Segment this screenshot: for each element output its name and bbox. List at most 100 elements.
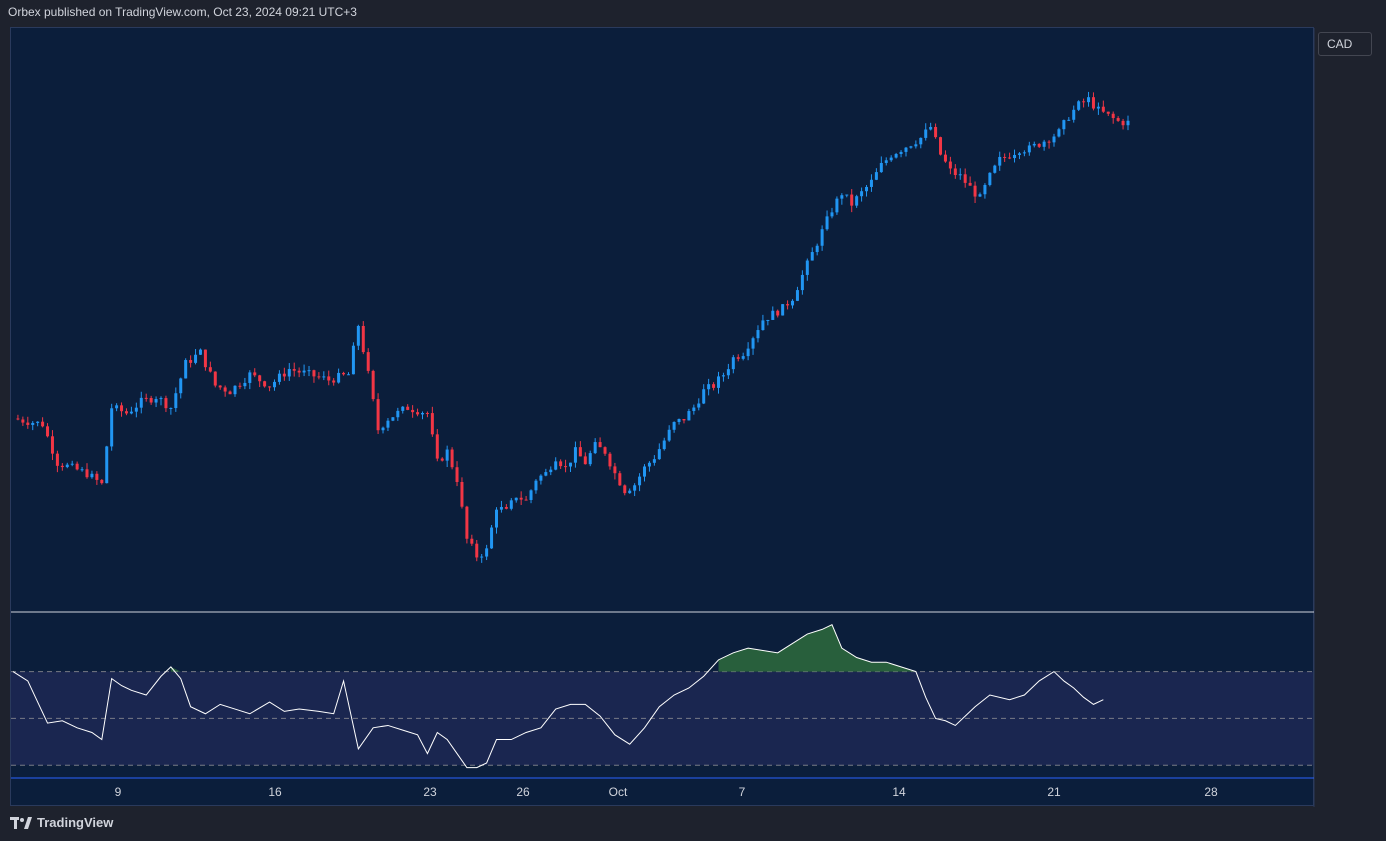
candle-body [633, 485, 637, 491]
candle [1116, 116, 1120, 122]
candle [534, 479, 538, 494]
tradingview-logo-icon [10, 816, 32, 829]
candle-body [978, 194, 982, 197]
candle [672, 421, 676, 433]
candle-body [41, 421, 45, 427]
candle-body [1116, 118, 1120, 121]
candle-body [1087, 97, 1091, 103]
currency-selector-button[interactable]: CAD [1318, 32, 1372, 56]
candle-body [514, 497, 518, 501]
candle-body [1091, 97, 1095, 109]
candle [721, 372, 725, 382]
time-axis-tick-label: 21 [1047, 785, 1061, 799]
candle-body [440, 458, 444, 461]
candle-body [884, 160, 888, 163]
candle [194, 349, 198, 365]
candle-body [80, 469, 84, 471]
candle-body [529, 490, 533, 500]
candle-body [914, 144, 918, 147]
candle [475, 540, 479, 562]
candle [312, 369, 316, 383]
candle [115, 403, 119, 412]
candle-body [332, 380, 336, 383]
candle [450, 447, 454, 470]
candle-body [499, 507, 503, 510]
candle [638, 473, 642, 492]
candle [1052, 133, 1056, 147]
candle-body [248, 372, 252, 383]
candle-body [277, 373, 281, 382]
candle [820, 225, 824, 251]
candle [149, 395, 153, 405]
candle [628, 488, 632, 494]
candle [583, 452, 587, 465]
candle-body [544, 472, 548, 476]
candle [134, 402, 138, 418]
candle [406, 404, 410, 411]
candle-body [845, 194, 849, 196]
tradingview-logo[interactable]: TradingView [10, 815, 113, 830]
chart-area[interactable]: 1.340001.345001.350001.355001.360001.365… [10, 27, 1315, 807]
candle-body [889, 157, 893, 161]
time-axis-tick-label: Oct [609, 785, 628, 799]
time-axis-tick-label: 23 [423, 785, 437, 799]
candle [198, 348, 202, 356]
candle-body [411, 409, 415, 413]
candle [726, 363, 730, 380]
candle-body [909, 146, 913, 148]
candle [233, 385, 237, 397]
candle [223, 385, 227, 397]
candle-body [647, 462, 651, 467]
candle [490, 524, 494, 549]
candle-body [1106, 111, 1110, 114]
candle [608, 452, 612, 470]
candle [929, 122, 933, 131]
candle-body [825, 216, 829, 230]
candle-body [65, 464, 69, 468]
candle-body [524, 499, 528, 501]
candle [1037, 143, 1041, 148]
candle [835, 196, 839, 215]
candle [396, 407, 400, 421]
candle [105, 445, 109, 484]
candle [470, 534, 474, 546]
candle-body [667, 429, 671, 441]
candle-body [583, 456, 587, 465]
candle [179, 377, 183, 399]
candle-body [228, 391, 232, 395]
candle [825, 210, 829, 231]
candle [1067, 117, 1071, 121]
candle [766, 319, 770, 326]
candle-body [707, 384, 711, 390]
candle [164, 395, 168, 413]
candle-body [943, 154, 947, 162]
candle-body [70, 463, 74, 465]
candle-body [805, 260, 809, 275]
candle-body [460, 481, 464, 507]
candle-body [800, 274, 804, 291]
candle-body [929, 126, 933, 130]
candle [85, 463, 89, 479]
candle-body [416, 412, 420, 415]
candle-body [258, 375, 262, 382]
candle [741, 352, 745, 361]
candle [1096, 102, 1100, 115]
candle-body [134, 407, 138, 412]
candle [21, 416, 25, 426]
candle [381, 426, 385, 434]
chart-canvas[interactable]: 1.340001.345001.350001.355001.360001.365… [11, 28, 1315, 807]
candle [1003, 153, 1007, 162]
candle [455, 461, 459, 487]
time-axis-tick-label: 26 [516, 785, 530, 799]
candle-body [21, 419, 25, 423]
candle [460, 477, 464, 509]
candle-body [282, 373, 286, 377]
candle-body [771, 310, 775, 320]
candle [332, 378, 336, 386]
candle-body [95, 473, 99, 480]
candle-body [776, 310, 780, 316]
candle-body [322, 376, 326, 378]
candle [282, 367, 286, 381]
candle-body [351, 345, 355, 375]
candle [943, 150, 947, 163]
